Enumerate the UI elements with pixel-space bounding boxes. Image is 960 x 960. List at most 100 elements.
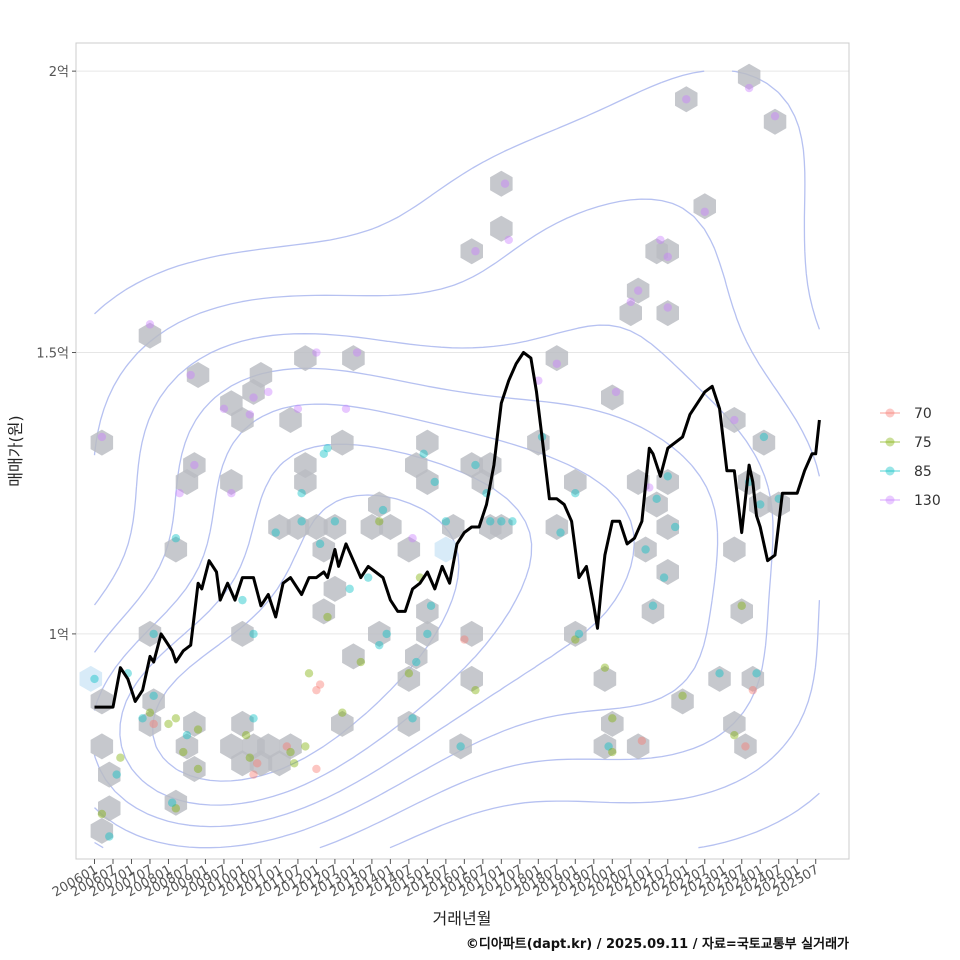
scatter-point: [375, 640, 384, 650]
hexbin: [79, 665, 103, 692]
hexbin: [323, 514, 347, 540]
scatter-point: [97, 432, 107, 442]
legend: 70 75 85 130: [880, 406, 941, 509]
hexbin: [416, 598, 439, 625]
scatter-point: [604, 742, 613, 751]
hexbin: [90, 429, 114, 456]
scatter-point: [744, 83, 754, 93]
scatter-point: [508, 517, 517, 526]
scatter-point: [112, 770, 121, 779]
scatter-point: [404, 669, 414, 678]
scatter-point: [290, 759, 299, 768]
scatter-point: [471, 247, 480, 256]
scatter-point: [105, 832, 114, 841]
hexbin: [231, 710, 254, 737]
hexbin: [268, 750, 291, 777]
scatter-point: [460, 635, 469, 644]
hexbin: [442, 514, 465, 540]
hexbin: [656, 300, 679, 327]
scatter-point: [748, 685, 758, 695]
hexbin: [268, 514, 291, 540]
hexbin: [449, 733, 472, 760]
scatter-point: [301, 742, 310, 751]
scatter-point: [659, 573, 669, 582]
hexbin: [593, 733, 617, 760]
hexbin: [279, 733, 302, 760]
hexbin: [331, 429, 354, 456]
scatter-point: [167, 798, 177, 807]
hexbin: [675, 86, 698, 113]
scatter-point: [116, 753, 125, 762]
scatter-point: [286, 747, 295, 757]
legend-label: 75: [914, 435, 932, 451]
scatter-point: [426, 601, 436, 610]
scatter-point: [297, 517, 306, 526]
scatter-point: [312, 348, 321, 357]
hexbin: [183, 756, 206, 782]
scatter-point: [304, 669, 314, 678]
hexbin: [626, 733, 650, 760]
hexbin: [220, 469, 243, 495]
hexbin: [138, 322, 162, 349]
hexbin: [645, 491, 668, 518]
hexbin: [164, 789, 188, 816]
hexbin: [257, 733, 280, 760]
scatter-point: [633, 286, 643, 295]
scatter-point: [241, 730, 251, 740]
hexbin: [138, 620, 162, 647]
hexbin: [360, 514, 384, 540]
legend-key-point: [885, 408, 895, 418]
scatter-point: [341, 404, 351, 413]
scatter-point: [138, 714, 147, 723]
legend-key-point: [885, 495, 895, 505]
hexbin: [368, 491, 391, 518]
hexbin: [490, 215, 513, 242]
scatter-point: [730, 730, 739, 740]
y-axis: 1억 1.5억 2억: [36, 65, 76, 643]
scatter-point: [149, 629, 158, 639]
hexbin: [312, 598, 336, 625]
scatter-point: [770, 111, 780, 121]
scatter-point: [378, 505, 388, 515]
scatter-point: [471, 685, 480, 695]
legend-key-point: [885, 466, 895, 476]
hexbin: [734, 733, 757, 760]
scatter-point: [319, 449, 329, 459]
hexbin: [641, 598, 665, 625]
scatter-point: [663, 252, 672, 262]
scatter-point: [700, 207, 709, 217]
hexbin: [460, 665, 483, 692]
scatter-point: [323, 612, 332, 622]
scatter-point: [626, 297, 635, 307]
scatter-point: [312, 764, 321, 774]
scatter-point: [412, 657, 421, 667]
caption: ©디아파트(dapt.kr) / 2025.09.11 / 자료=국토교통부 실…: [466, 936, 849, 952]
hexbin: [634, 536, 657, 563]
hexbin: [708, 665, 731, 692]
density-contour: [152, 494, 460, 782]
hexbin: [460, 452, 483, 479]
hexbin: [98, 795, 121, 822]
hexbin: [342, 643, 365, 670]
scatter-point: [227, 489, 236, 498]
scatter-point: [330, 517, 340, 526]
scatter-point: [171, 804, 181, 813]
hexbin: [460, 620, 483, 647]
hexbin: [752, 429, 776, 456]
hexbin: [294, 469, 317, 495]
hexbin: [249, 362, 273, 388]
hexbin: [231, 620, 254, 647]
scatter-point: [663, 303, 672, 312]
scatter-point: [497, 517, 506, 526]
scatter-point: [500, 179, 510, 188]
hexbin: [379, 514, 402, 540]
scatter-point: [737, 601, 746, 610]
scatter-point: [193, 764, 203, 774]
scatter-point: [408, 534, 417, 543]
hexbin: [723, 536, 746, 563]
y-tick-label: 1억: [49, 628, 69, 643]
hexbin: [656, 514, 679, 540]
moving-average-line: [94, 351, 821, 709]
scatter-point: [641, 545, 650, 554]
hexbin: [90, 817, 114, 844]
